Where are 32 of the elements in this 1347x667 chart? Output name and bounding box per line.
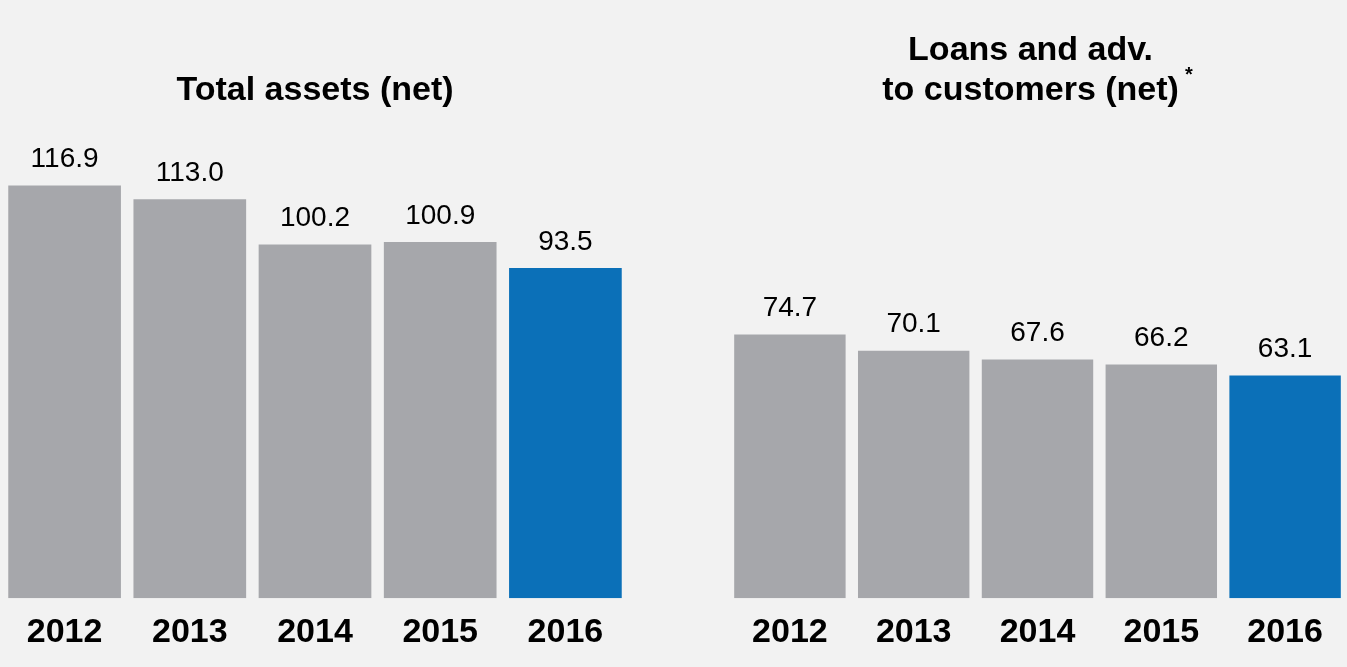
bar xyxy=(133,199,247,599)
data-label: 93.5 xyxy=(538,224,593,256)
x-tick-label: 2014 xyxy=(277,610,353,649)
chart-title: Total assets (net) xyxy=(175,68,455,108)
x-tick-label: 2013 xyxy=(151,610,228,649)
data-label: 113.0 xyxy=(155,155,224,187)
x-tick-label: 2016 xyxy=(1247,610,1323,649)
data-label: 67.6 xyxy=(1010,316,1065,348)
x-tick-label: 2014 xyxy=(999,610,1076,649)
bar xyxy=(258,244,372,599)
chart-title: Loans and adv. to customers (net)$^{*}$ xyxy=(881,28,1194,108)
bar xyxy=(1229,375,1341,599)
data-label: 74.7 xyxy=(762,291,818,323)
bar xyxy=(857,350,970,599)
bar xyxy=(383,241,497,599)
bar xyxy=(8,185,121,599)
x-tick-label: 2012 xyxy=(26,610,103,649)
data-label: 63.1 xyxy=(1257,332,1313,364)
bar xyxy=(734,334,846,599)
bar xyxy=(981,359,1094,599)
x-tick-label: 2013 xyxy=(875,610,952,649)
bar xyxy=(1105,364,1218,599)
bar xyxy=(509,268,622,599)
x-tick-label: 2015 xyxy=(402,610,479,649)
data-label: 66.2 xyxy=(1134,321,1189,353)
x-tick-label: 2016 xyxy=(527,610,604,649)
data-label: 70.1 xyxy=(886,307,941,339)
data-label: 100.9 xyxy=(405,198,476,230)
data-label: 100.2 xyxy=(279,201,351,233)
data-label: 116.9 xyxy=(30,142,99,174)
x-tick-label: 2012 xyxy=(752,610,828,649)
x-tick-label: 2015 xyxy=(1123,610,1200,649)
